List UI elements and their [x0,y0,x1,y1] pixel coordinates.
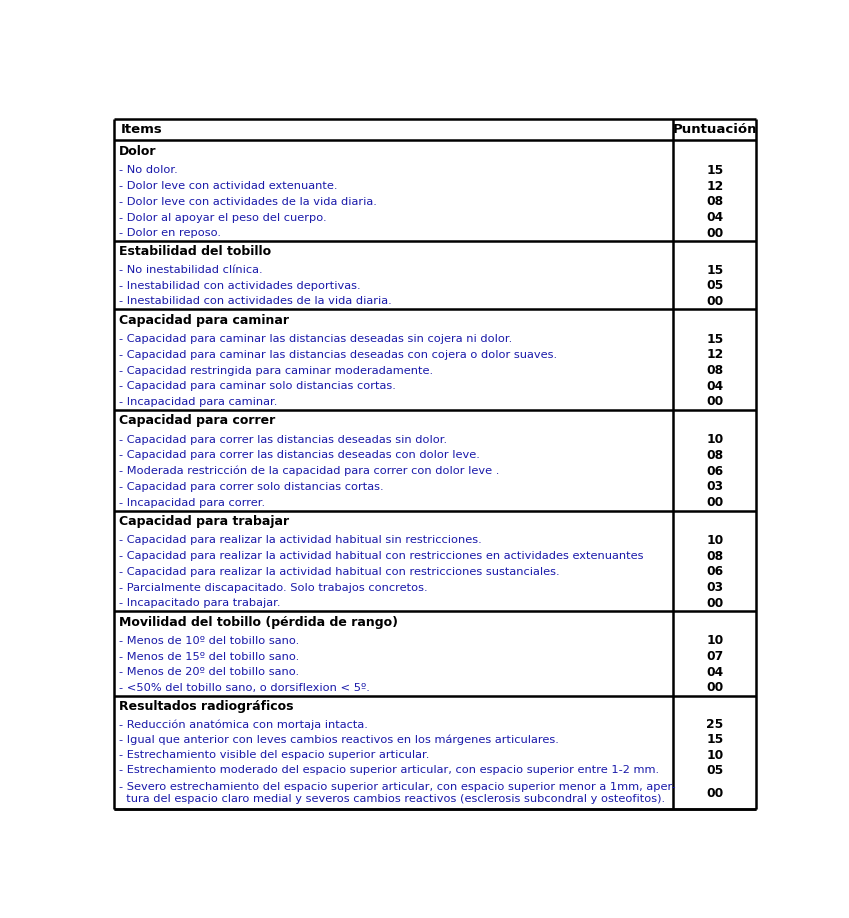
Text: 07: 07 [706,650,723,663]
Text: 25: 25 [706,718,723,731]
Text: - Capacidad para caminar las distancias deseadas sin cojera ni dolor.: - Capacidad para caminar las distancias … [119,334,513,344]
Text: 05: 05 [706,764,723,777]
Text: 08: 08 [706,364,723,377]
Text: - Estrechamiento moderado del espacio superior articular, con espacio superior e: - Estrechamiento moderado del espacio su… [119,766,660,776]
Text: - Capacidad para realizar la actividad habitual sin restricciones.: - Capacidad para realizar la actividad h… [119,535,482,545]
Text: 10: 10 [706,433,723,446]
Text: Estabilidad del tobillo: Estabilidad del tobillo [119,245,272,259]
Text: - Reducción anatómica con mortaja intacta.: - Reducción anatómica con mortaja intact… [119,720,368,730]
Text: 10: 10 [706,634,723,647]
Text: 04: 04 [706,211,723,224]
Text: 15: 15 [706,163,723,177]
Text: 06: 06 [706,565,723,578]
Text: - Capacidad para caminar las distancias deseadas con cojera o dolor suaves.: - Capacidad para caminar las distancias … [119,350,558,360]
Text: - Menos de 10º del tobillo sano.: - Menos de 10º del tobillo sano. [119,636,300,646]
Text: 00: 00 [706,597,723,610]
Text: - Dolor al apoyar el peso del cuerpo.: - Dolor al apoyar el peso del cuerpo. [119,212,327,222]
Text: 00: 00 [706,496,723,509]
Text: - Dolor en reposo.: - Dolor en reposo. [119,229,222,239]
Text: Items: Items [121,123,162,136]
Text: - Inestabilidad con actividades de la vida diaria.: - Inestabilidad con actividades de la vi… [119,297,392,307]
Text: 08: 08 [706,550,723,563]
Text: 05: 05 [706,279,723,293]
Text: - Moderada restricción de la capacidad para correr con dolor leve .: - Moderada restricción de la capacidad p… [119,466,500,476]
Text: - Parcialmente discapacitado. Solo trabajos concretos.: - Parcialmente discapacitado. Solo traba… [119,583,428,593]
Text: - Igual que anterior con leves cambios reactivos en los márgenes articulares.: - Igual que anterior con leves cambios r… [119,734,559,745]
Text: - Severo estrechamiento del espacio superior articular, con espacio superior men: - Severo estrechamiento del espacio supe… [119,782,676,804]
Text: 15: 15 [706,332,723,345]
Text: - Capacidad para correr las distancias deseadas con dolor leve.: - Capacidad para correr las distancias d… [119,451,481,461]
Text: Capacidad para trabajar: Capacidad para trabajar [119,515,290,528]
Text: - Dolor leve con actividades de la vida diaria.: - Dolor leve con actividades de la vida … [119,196,377,207]
Text: 08: 08 [706,196,723,208]
Text: 12: 12 [706,348,723,362]
Text: - Estrechamiento visible del espacio superior articular.: - Estrechamiento visible del espacio sup… [119,750,430,760]
Text: 06: 06 [706,465,723,477]
Text: - Capacidad para correr solo distancias cortas.: - Capacidad para correr solo distancias … [119,482,384,492]
Text: - No dolor.: - No dolor. [119,165,178,175]
Text: Puntuación: Puntuación [672,123,757,136]
Text: - Capacidad restringida para caminar moderadamente.: - Capacidad restringida para caminar mod… [119,365,433,375]
Text: - Dolor leve con actividad extenuante.: - Dolor leve con actividad extenuante. [119,181,338,191]
Text: - <50% del tobillo sano, o dorsiflexion < 5º.: - <50% del tobillo sano, o dorsiflexion … [119,683,370,693]
Text: 00: 00 [706,227,723,240]
Text: 00: 00 [706,396,723,409]
Text: 00: 00 [706,295,723,308]
Text: 03: 03 [706,480,723,494]
Text: 15: 15 [706,733,723,746]
Text: - Capacidad para caminar solo distancias cortas.: - Capacidad para caminar solo distancias… [119,381,396,391]
Text: Movilidad del tobillo (pérdida de rango): Movilidad del tobillo (pérdida de rango) [119,616,398,629]
Text: 00: 00 [706,787,723,800]
Text: 10: 10 [706,748,723,762]
Text: 10: 10 [706,534,723,547]
Text: 08: 08 [706,449,723,462]
Text: 04: 04 [706,666,723,678]
Text: - Menos de 20º del tobillo sano.: - Menos de 20º del tobillo sano. [119,667,300,677]
Text: - Capacidad para realizar la actividad habitual con restricciones sustanciales.: - Capacidad para realizar la actividad h… [119,567,559,577]
Text: - Inestabilidad con actividades deportivas.: - Inestabilidad con actividades deportiv… [119,281,361,291]
Text: Dolor: Dolor [119,145,157,158]
Text: 03: 03 [706,581,723,594]
Text: - Incapacidad para correr.: - Incapacidad para correr. [119,498,266,508]
Text: Capacidad para correr: Capacidad para correr [119,414,276,428]
Text: - No inestabilidad clínica.: - No inestabilidad clínica. [119,265,263,275]
Text: - Capacidad para correr las distancias deseadas sin dolor.: - Capacidad para correr las distancias d… [119,435,447,444]
Text: - Menos de 15º del tobillo sano.: - Menos de 15º del tobillo sano. [119,652,300,662]
Text: Capacidad para caminar: Capacidad para caminar [119,314,290,327]
Text: Resultados radiográficos: Resultados radiográficos [119,700,294,712]
Text: - Incapacidad para caminar.: - Incapacidad para caminar. [119,397,278,407]
Text: 15: 15 [706,264,723,277]
Text: 04: 04 [706,380,723,393]
Text: 12: 12 [706,180,723,193]
Text: 00: 00 [706,681,723,694]
Text: - Capacidad para realizar la actividad habitual con restricciones en actividades: - Capacidad para realizar la actividad h… [119,551,644,561]
Text: - Incapacitado para trabajar.: - Incapacitado para trabajar. [119,599,281,609]
